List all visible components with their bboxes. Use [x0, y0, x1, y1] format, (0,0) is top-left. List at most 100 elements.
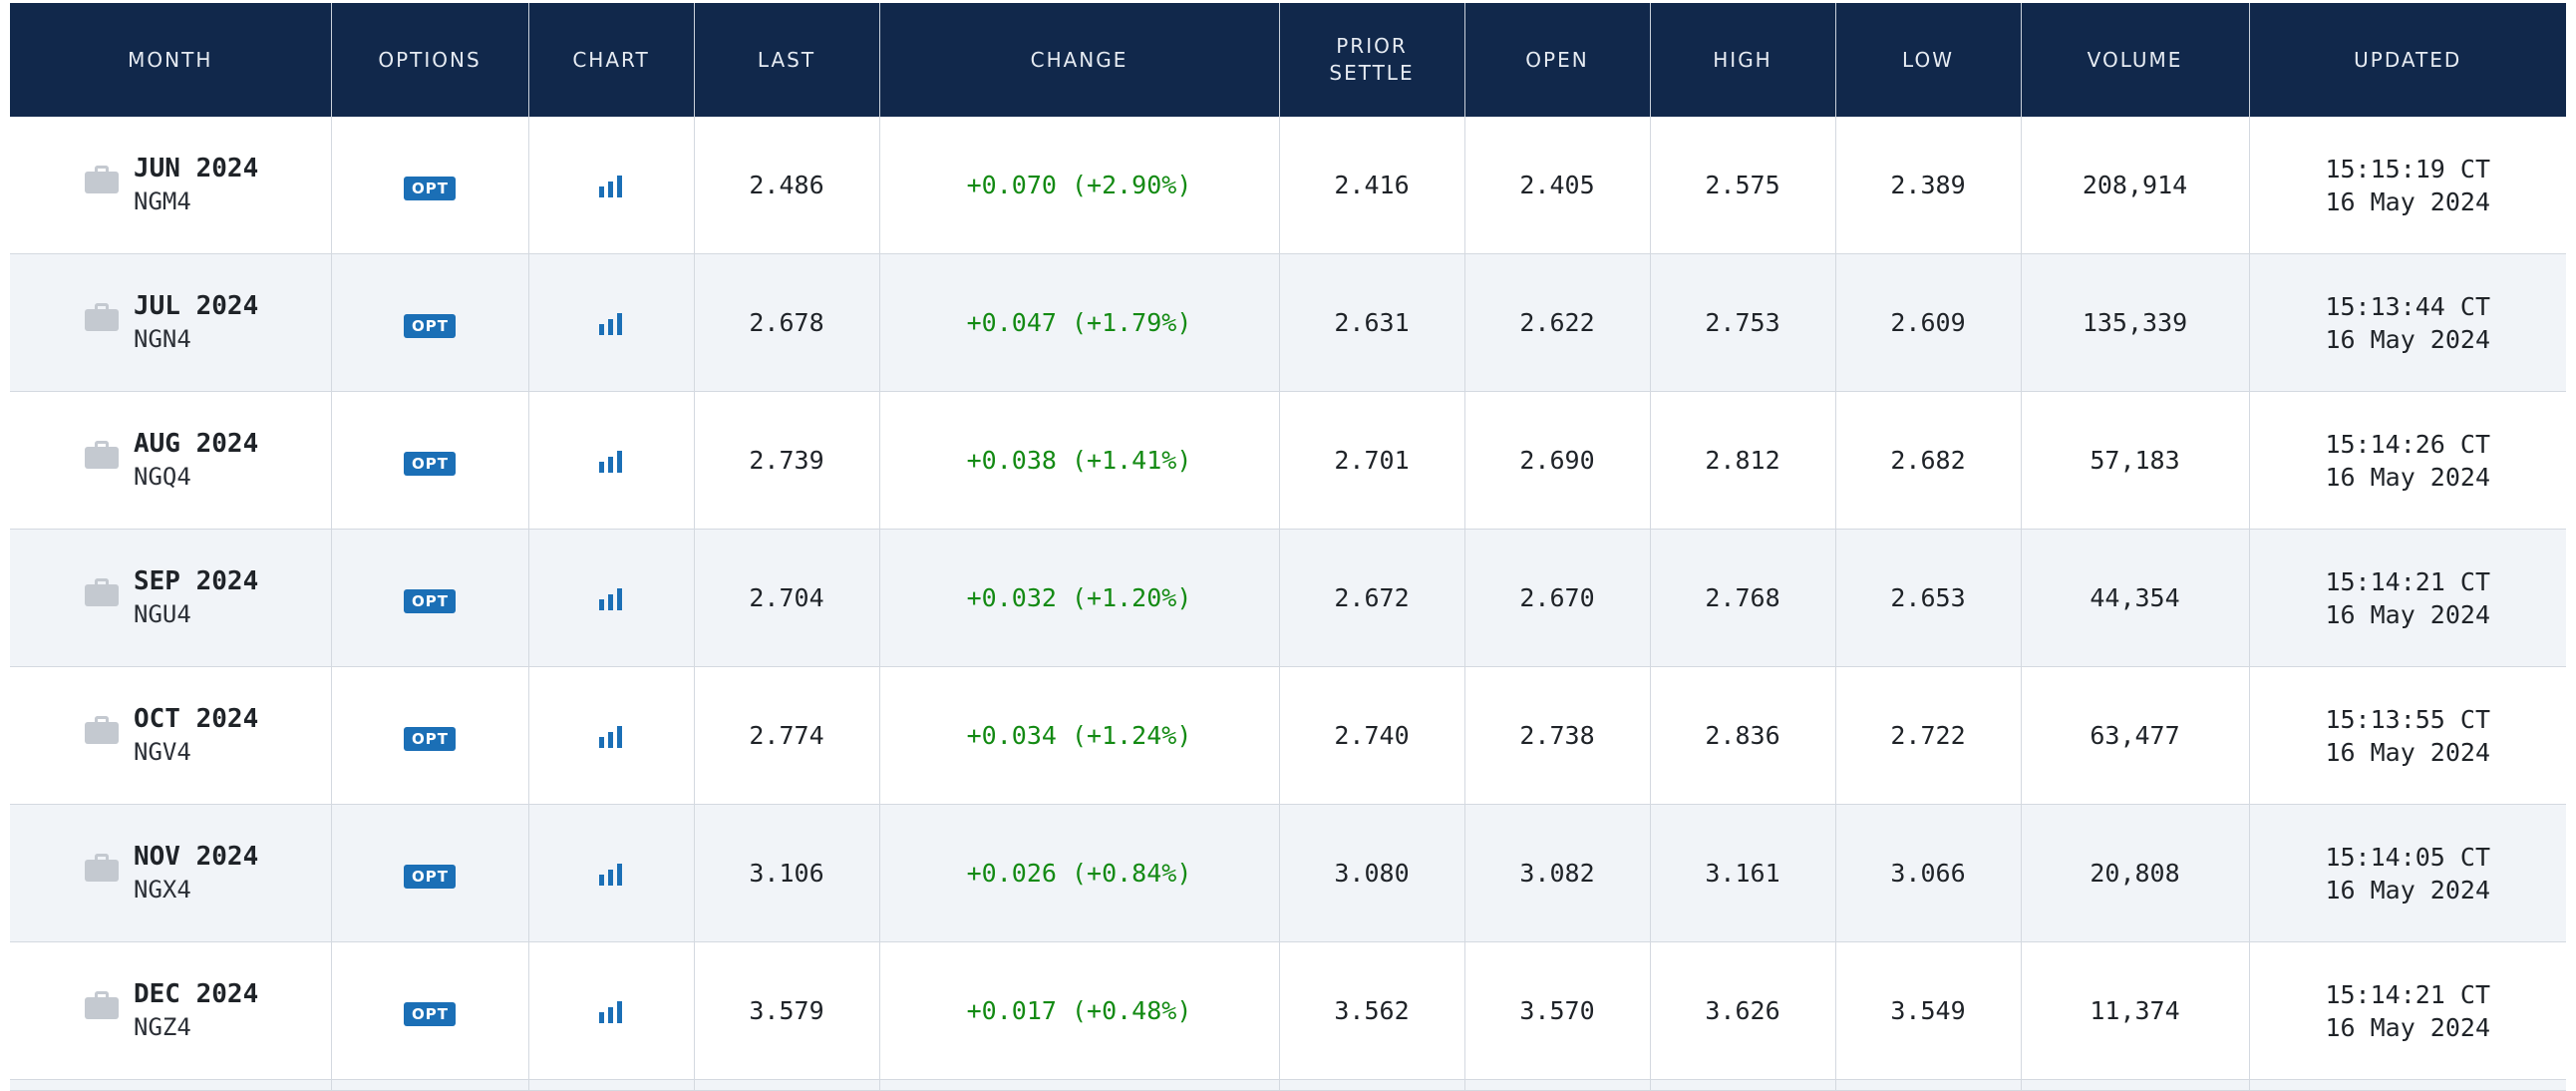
change-cell: +0.026 (+0.84%)	[879, 804, 1280, 942]
month-text: SEP 2024 NGU4	[134, 565, 258, 631]
opt-button[interactable]: OPT	[404, 588, 456, 613]
chart-cell	[528, 529, 695, 667]
briefcase-icon[interactable]	[85, 715, 119, 744]
updated-date: 16 May 2024	[2325, 186, 2491, 216]
contract-code: NGN4	[134, 324, 191, 353]
options-cell: OPT	[331, 391, 529, 530]
chart-cell	[528, 941, 695, 1080]
month-text: DEC 2024 NGZ4	[134, 978, 258, 1044]
open-cell: 2.622	[1464, 253, 1651, 392]
last-cell: 3.579	[694, 941, 880, 1080]
header-prior-settle[interactable]: PRIOR SETTLE	[1279, 3, 1465, 117]
futures-quotes-table: MONTH OPTIONS CHART LAST CHANGE PRIOR SE…	[10, 3, 2566, 1091]
table-row: NOV 2024 NGX4 OPT 3.106 +0.026 (+0.84%) …	[10, 804, 2566, 942]
contract-code: NGX4	[134, 875, 191, 904]
header-volume[interactable]: VOLUME	[2021, 3, 2250, 117]
table-row: SEP 2024 NGU4 OPT 2.704 +0.032 (+1.20%) …	[10, 529, 2566, 667]
options-cell: OPT	[331, 941, 529, 1080]
briefcase-icon[interactable]	[85, 990, 119, 1019]
updated-time: 15:14:26 CT	[2325, 429, 2491, 459]
high-cell: 2.753	[1650, 253, 1836, 392]
table-row: OCT 2024 NGV4 OPT 2.774 +0.034 (+1.24%) …	[10, 666, 2566, 805]
month-cell: SEP 2024 NGU4	[10, 529, 332, 667]
bar-chart-icon[interactable]	[598, 588, 624, 610]
high-cell: 3.626	[1650, 941, 1836, 1080]
low-cell: 3.066	[1835, 804, 2022, 942]
updated-cell: 15:13:55 CT 16 May 2024	[2249, 666, 2566, 805]
briefcase-icon[interactable]	[85, 577, 119, 606]
month-name: AUG 2024	[134, 428, 259, 459]
briefcase-handle	[95, 990, 109, 999]
briefcase-handle	[95, 853, 109, 862]
updated-date: 16 May 2024	[2325, 737, 2491, 767]
change-cell: +0.070 (+2.90%)	[879, 117, 1280, 254]
change-cell: +0.038 (+1.41%)	[879, 391, 1280, 530]
volume-cell: 44,354	[2021, 529, 2250, 667]
header-open[interactable]: OPEN	[1464, 3, 1651, 117]
prior-settle-cell: 3.562	[1279, 941, 1465, 1080]
briefcase-icon[interactable]	[85, 440, 119, 469]
briefcase-body	[85, 996, 119, 1019]
bar-chart-icon[interactable]	[598, 451, 624, 473]
header-low[interactable]: LOW	[1835, 3, 2022, 117]
header-last[interactable]: LAST	[694, 3, 880, 117]
updated-cell: 15:15:19 CT 16 May 2024	[2249, 117, 2566, 254]
bar-chart-icon[interactable]	[598, 864, 624, 886]
briefcase-icon[interactable]	[85, 302, 119, 331]
briefcase-handle	[95, 165, 109, 174]
last-cell: 2.739	[694, 391, 880, 530]
month-inner: SEP 2024 NGU4	[10, 565, 331, 631]
briefcase-body	[85, 171, 119, 193]
partial-cell	[1279, 1079, 1465, 1091]
month-inner: NOV 2024 NGX4	[10, 841, 331, 907]
updated-time: 15:13:44 CT	[2325, 291, 2491, 321]
opt-button[interactable]: OPT	[404, 176, 456, 200]
updated-cell: 15:14:21 CT 16 May 2024	[2249, 941, 2566, 1080]
month-inner: JUL 2024 NGN4	[10, 290, 331, 356]
month-cell: JUL 2024 NGN4	[10, 253, 332, 392]
header-updated[interactable]: UPDATED	[2249, 3, 2566, 117]
month-text: NOV 2024 NGX4	[134, 841, 258, 907]
opt-button[interactable]: OPT	[404, 451, 456, 476]
bar-chart-icon[interactable]	[598, 176, 624, 197]
options-cell: OPT	[331, 804, 529, 942]
high-cell: 3.161	[1650, 804, 1836, 942]
bar-chart-icon[interactable]	[598, 726, 624, 748]
low-cell: 3.549	[1835, 941, 2022, 1080]
opt-button[interactable]: OPT	[404, 1001, 456, 1026]
options-cell: OPT	[331, 529, 529, 667]
change-cell: +0.017 (+0.48%)	[879, 941, 1280, 1080]
briefcase-icon[interactable]	[85, 853, 119, 882]
prior-settle-cell: 2.631	[1279, 253, 1465, 392]
contract-code: NGU4	[134, 599, 191, 628]
high-cell: 2.836	[1650, 666, 1836, 805]
month-text: JUL 2024 NGN4	[134, 290, 258, 356]
updated-time: 15:14:05 CT	[2325, 842, 2491, 872]
header-change[interactable]: CHANGE	[879, 3, 1280, 117]
partial-cell	[10, 1079, 332, 1091]
bar-chart-icon[interactable]	[598, 313, 624, 335]
updated-date: 16 May 2024	[2325, 875, 2491, 905]
partial-cell	[1835, 1079, 2022, 1091]
opt-button[interactable]: OPT	[404, 726, 456, 751]
options-cell: OPT	[331, 117, 529, 254]
header-prior-settle-line2: SETTLE	[1329, 61, 1415, 85]
header-prior-settle-line1: PRIOR	[1336, 34, 1408, 58]
chart-cell	[528, 391, 695, 530]
header-high[interactable]: HIGH	[1650, 3, 1836, 117]
options-cell: OPT	[331, 253, 529, 392]
opt-button[interactable]: OPT	[404, 313, 456, 338]
header-month[interactable]: MONTH	[10, 3, 332, 117]
briefcase-icon[interactable]	[85, 165, 119, 193]
high-cell: 2.575	[1650, 117, 1836, 254]
header-row: MONTH OPTIONS CHART LAST CHANGE PRIOR SE…	[10, 3, 2566, 117]
opt-button[interactable]: OPT	[404, 864, 456, 889]
bar-chart-icon[interactable]	[598, 1001, 624, 1023]
updated-date: 16 May 2024	[2325, 324, 2491, 354]
month-name: OCT 2024	[134, 703, 259, 734]
volume-cell: 135,339	[2021, 253, 2250, 392]
month-text: JUN 2024 NGM4	[134, 153, 258, 218]
month-cell: OCT 2024 NGV4	[10, 666, 332, 805]
month-name: JUN 2024	[134, 153, 259, 183]
month-name: JUL 2024	[134, 290, 259, 321]
